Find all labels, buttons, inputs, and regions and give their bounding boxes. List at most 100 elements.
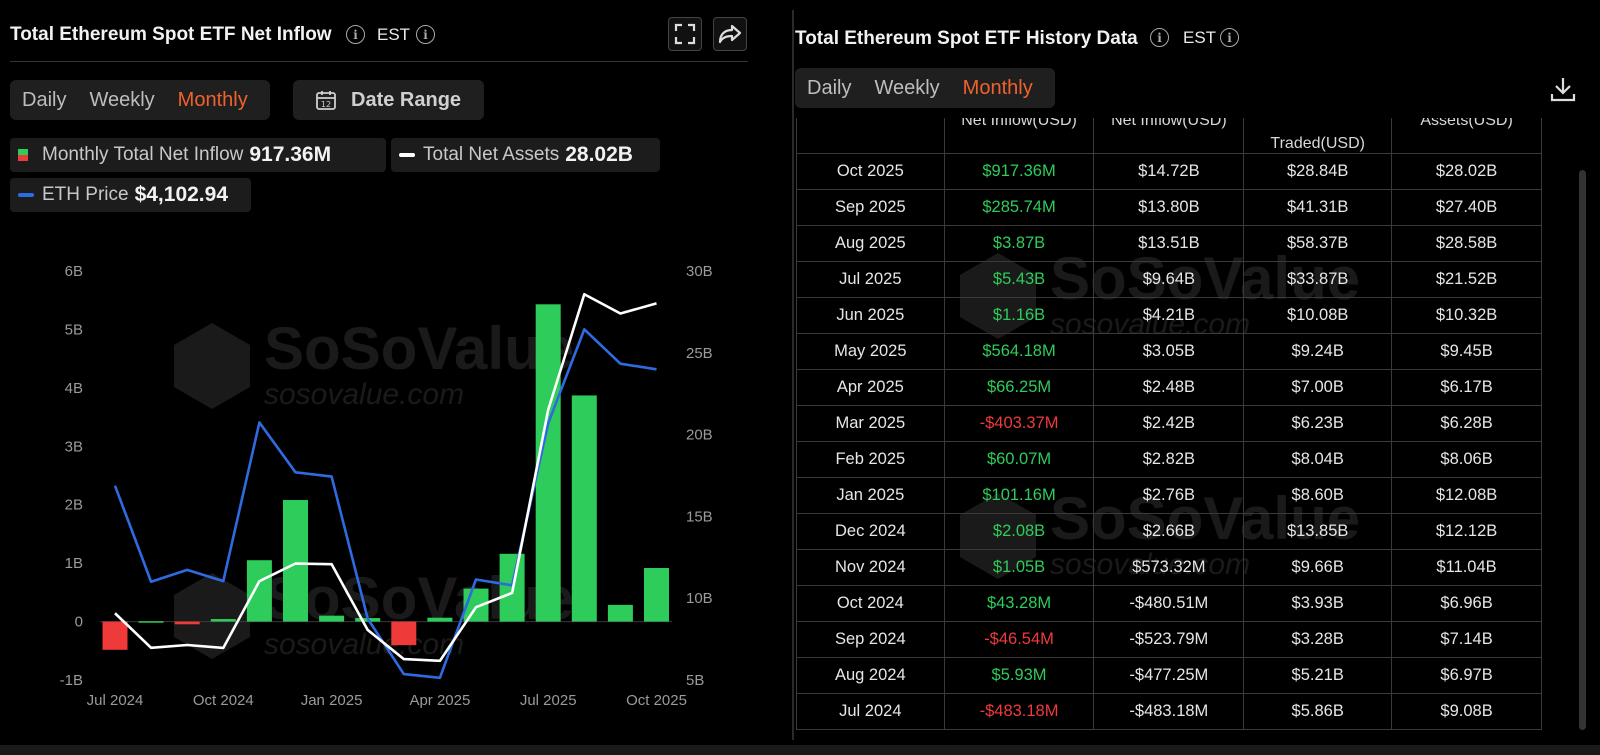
cell-value-traded: $8.04B [1243,440,1393,478]
cell-net-inflow: $1.05B [943,548,1095,586]
cell-date: Oct 2024 [796,584,945,622]
date-range-button[interactable]: 12 Date Range [293,80,484,120]
share-icon[interactable] [713,17,747,51]
header-divider [10,61,748,62]
y-left-tick: 4B [65,380,83,397]
inflow-bar [102,621,128,650]
cell-cumulative-inflow: -$483.18M [1093,692,1245,730]
col-header-value-traded[interactable]: Traded(USD) [1243,118,1393,154]
cell-value-traded: $9.66B [1243,548,1393,586]
tab-weekly[interactable]: Weekly [874,76,940,99]
col-header-cumulative-inflow[interactable]: Net Inflow(USD) [1093,118,1245,154]
tab-daily[interactable]: Daily [22,88,67,111]
info-icon[interactable]: i [346,25,365,44]
legend-assets[interactable]: Total Net Assets 28.02B [391,138,660,172]
table-row[interactable]: Sep 2025 $285.74M $13.80B $41.31B $27.40B [796,188,1542,226]
cell-date: Sep 2025 [796,188,945,226]
inflow-bar [210,619,236,622]
net-assets-line [114,292,657,663]
table-row[interactable]: Oct 2024 $43.28M -$480.51M $3.93B $6.96B [796,584,1542,622]
cell-cumulative-inflow: -$477.25M [1093,656,1245,694]
tab-monthly[interactable]: Monthly [177,88,248,111]
cell-value-traded: $58.37B [1243,224,1393,262]
timezone-info-icon[interactable]: i [1220,28,1239,47]
inflow-bar [391,621,417,646]
table-body: Oct 2025 $917.36M $14.72B $28.84B $28.02B Sep… [796,152,1542,730]
inflow-swatch [18,149,28,161]
y-left-tick: 5B [65,321,83,338]
y-left-tick: 3B [65,438,83,455]
cell-net-assets: $8.06B [1391,440,1542,478]
cell-cumulative-inflow: $4.21B [1093,296,1245,334]
x-tick: Oct 2025 [626,692,687,709]
cell-cumulative-inflow: $2.82B [1093,440,1245,478]
panel-title: Total Ethereum Spot ETF Net Inflow [10,24,332,45]
y-left-tick: 6B [65,263,83,280]
x-tick: Jul 2024 [87,692,144,709]
timezone-label: EST [1183,28,1217,47]
cell-net-assets: $28.58B [1391,224,1542,262]
table-row[interactable]: Jul 2024 -$483.18M -$483.18M $5.86B $9.08B [796,692,1542,730]
table-row[interactable]: Sep 2024 -$46.54M -$523.79M $3.28B $7.14B [796,620,1542,658]
inflow-bar [283,500,308,622]
cell-value-traded: $10.08B [1243,296,1393,334]
legend-assets-value: 28.02B [565,143,633,166]
table-row[interactable]: Dec 2024 $2.08B $2.66B $13.85B $12.12B [796,512,1542,550]
cell-value-traded: $41.31B [1243,188,1393,226]
cell-cumulative-inflow: -$523.79M [1093,620,1245,658]
table-row[interactable]: Mar 2025 -$403.37M $2.42B $6.23B $6.28B [796,404,1542,442]
table-scrollbar[interactable] [1579,170,1586,730]
table-row[interactable]: Feb 2025 $60.07M $2.82B $8.04B $8.06B [796,440,1542,478]
tab-weekly[interactable]: Weekly [89,88,155,111]
net-inflow-chart: -1B 0 1B 2B 3B 4B 5B 6B 5B 10B 15B 20B 25B 30B Jul 202… [60,263,713,709]
col-header-net-assets[interactable]: Assets(USD) [1391,118,1542,154]
table-row[interactable]: Apr 2025 $66.25M $2.48B $7.00B $6.17B [796,368,1542,406]
cell-net-assets: $6.96B [1391,584,1542,622]
legend-eth[interactable]: ETH Price $4,102.94 [10,178,251,212]
cell-net-inflow: $60.07M [943,440,1095,478]
legend-inflow[interactable]: Monthly Total Net Inflow 917.36M [10,138,386,172]
download-icon[interactable] [1548,74,1578,104]
cell-net-assets: $21.52B [1391,260,1542,298]
assets-swatch [399,153,415,157]
tab-monthly[interactable]: Monthly [962,76,1033,99]
cell-net-inflow: $1.16B [943,296,1095,334]
legend-inflow-value: 917.36M [249,143,332,166]
panel-separator [792,10,794,740]
cell-net-inflow: $917.36M [943,152,1095,190]
cell-net-assets: $9.45B [1391,332,1542,370]
cell-net-inflow: $5.43B [943,260,1095,298]
table-row[interactable]: Jul 2025 $5.43B $9.64B $33.87B $21.52B [796,260,1542,298]
col-header-date[interactable] [796,118,945,154]
cell-cumulative-inflow: $2.48B [1093,368,1245,406]
date-range-label: Date Range [351,88,462,111]
fullscreen-icon[interactable] [668,17,702,51]
cell-date: Jan 2025 [796,476,945,514]
inflow-bar [138,621,164,623]
cell-net-assets: $12.08B [1391,476,1542,514]
inflow-bar [174,621,200,625]
tab-daily[interactable]: Daily [807,76,852,99]
table-row[interactable]: Aug 2024 $5.93M -$477.25M $5.21B $6.97B [796,656,1542,694]
cell-date: Aug 2024 [796,656,945,694]
table-row[interactable]: Jan 2025 $101.16M $2.76B $8.60B $12.08B [796,476,1542,514]
col-header-net-inflow[interactable]: Net Inflow(USD) [943,118,1095,154]
cell-date: Oct 2025 [796,152,945,190]
y-left-tick: 2B [65,497,83,514]
table-row[interactable]: May 2025 $564.18M $3.05B $9.24B $9.45B [796,332,1542,370]
cell-date: Mar 2025 [796,404,945,442]
cell-date: May 2025 [796,332,945,370]
table-row[interactable]: Aug 2025 $3.87B $13.51B $58.37B $28.58B [796,224,1542,262]
bottom-bar [0,745,1600,755]
y-right-tick: 30B [686,263,713,280]
info-icon[interactable]: i [1150,28,1169,47]
timezone-info-icon[interactable]: i [416,25,435,44]
cell-date: Jul 2024 [796,692,945,730]
inflow-bar [571,395,597,622]
history-timeframe-tabs: Daily Weekly Monthly [795,68,1055,108]
table-row[interactable]: Nov 2024 $1.05B $573.32M $9.66B $11.04B [796,548,1542,586]
history-table-container[interactable]: Net Inflow(USD) Net Inflow(USD) Traded(U… [796,118,1552,742]
table-row[interactable]: Oct 2025 $917.36M $14.72B $28.84B $28.02B [796,152,1542,190]
inflow-bar [607,604,633,622]
table-row[interactable]: Jun 2025 $1.16B $4.21B $10.08B $10.32B [796,296,1542,334]
